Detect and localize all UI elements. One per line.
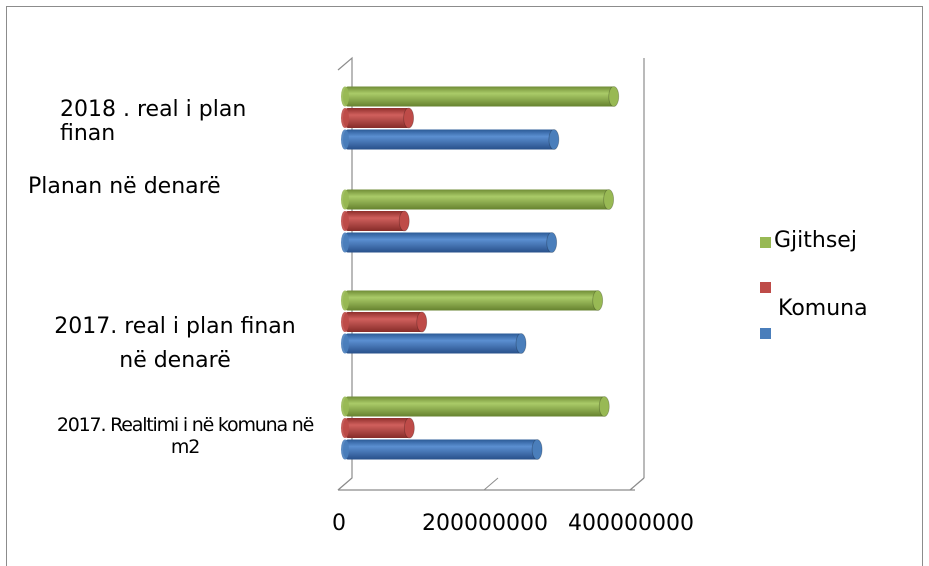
legend-swatch-gjithsej (760, 237, 771, 248)
bar-series-blue (341, 439, 543, 460)
category-label-2018: 2018 . real i plan finan (60, 98, 280, 146)
bar-series-blue (341, 232, 558, 253)
bar-series-komuna (341, 311, 428, 333)
category-label-line: në denarë (119, 348, 231, 373)
category-label-2017-real: 2017. real i plan finan në denarë (30, 315, 320, 373)
bar-series-gjithsej (341, 290, 604, 311)
bar-series-blue (341, 129, 560, 150)
x-tick-mark (483, 477, 499, 491)
x-tick-mark (337, 477, 353, 491)
category-label-line: m2 (170, 436, 200, 458)
bar-series-gjithsej (341, 86, 620, 107)
bar-series-blue (341, 333, 527, 354)
x-tick-label: 200000000 (422, 511, 548, 536)
axes (337, 56, 645, 491)
x-tick-label: 0 (332, 511, 346, 536)
category-label-line: 2018 . real i plan (60, 97, 247, 122)
bars (341, 86, 620, 460)
category-label-line: finan (60, 121, 116, 146)
legend-swatch-blue (760, 328, 771, 339)
category-label-2017-realtimi: 2017. Realtimi i në komuna në m2 (40, 414, 330, 458)
category-label-line: 2017. Realtimi i në komuna në (56, 414, 314, 436)
bar-series-gjithsej (341, 396, 610, 417)
category-label-line: 2017. real i plan finan (54, 314, 296, 339)
bar-series-komuna (341, 210, 410, 232)
x-tick-label: 400000000 (568, 511, 694, 536)
x-tick-mark (629, 477, 645, 491)
bar-series-gjithsej (341, 189, 615, 210)
legend-swatch-komuna (760, 282, 771, 293)
category-label-line: Planan në denarë (28, 174, 221, 199)
bar-series-komuna (341, 417, 415, 439)
legend-label-komuna: Komuna (778, 296, 868, 321)
category-label-planan: Planan në denarë (28, 175, 278, 199)
legend-label-gjithsej: Gjithsej (774, 228, 857, 253)
bar-series-komuna (341, 107, 415, 129)
